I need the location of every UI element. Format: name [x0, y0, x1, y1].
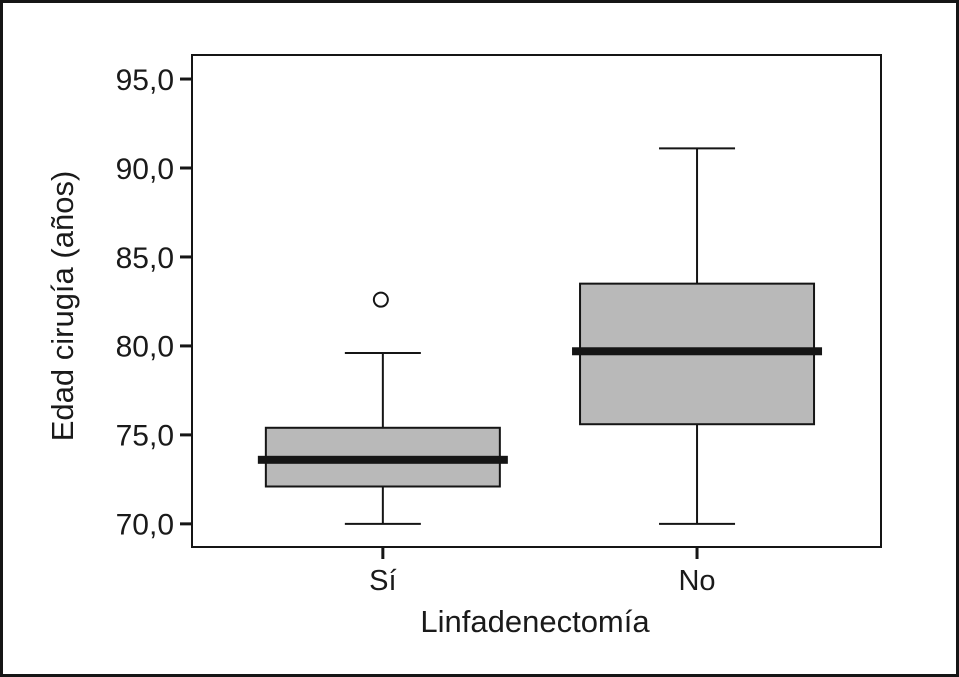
y-tick-label: 80,0 [116, 331, 174, 364]
boxplot-canvas: 95,0 90,0 85,0 80,0 75,0 70,0 Sí No [116, 54, 882, 597]
y-tick-label: 90,0 [116, 153, 174, 186]
plot-border [191, 54, 882, 548]
y-tick-label: 95,0 [116, 64, 174, 97]
median-line [572, 347, 823, 356]
y-tick-label: 85,0 [116, 242, 174, 275]
category-label: No [678, 565, 715, 597]
category-label: Sí [369, 565, 396, 597]
y-axis-title: Edad cirugía (años) [45, 170, 80, 442]
x-axis-title: Linfadenectomía [420, 604, 650, 639]
y-tick-label: 75,0 [116, 420, 174, 453]
median-line [257, 455, 508, 464]
outlier-point [372, 291, 389, 308]
y-tick-label: 70,0 [116, 509, 174, 542]
